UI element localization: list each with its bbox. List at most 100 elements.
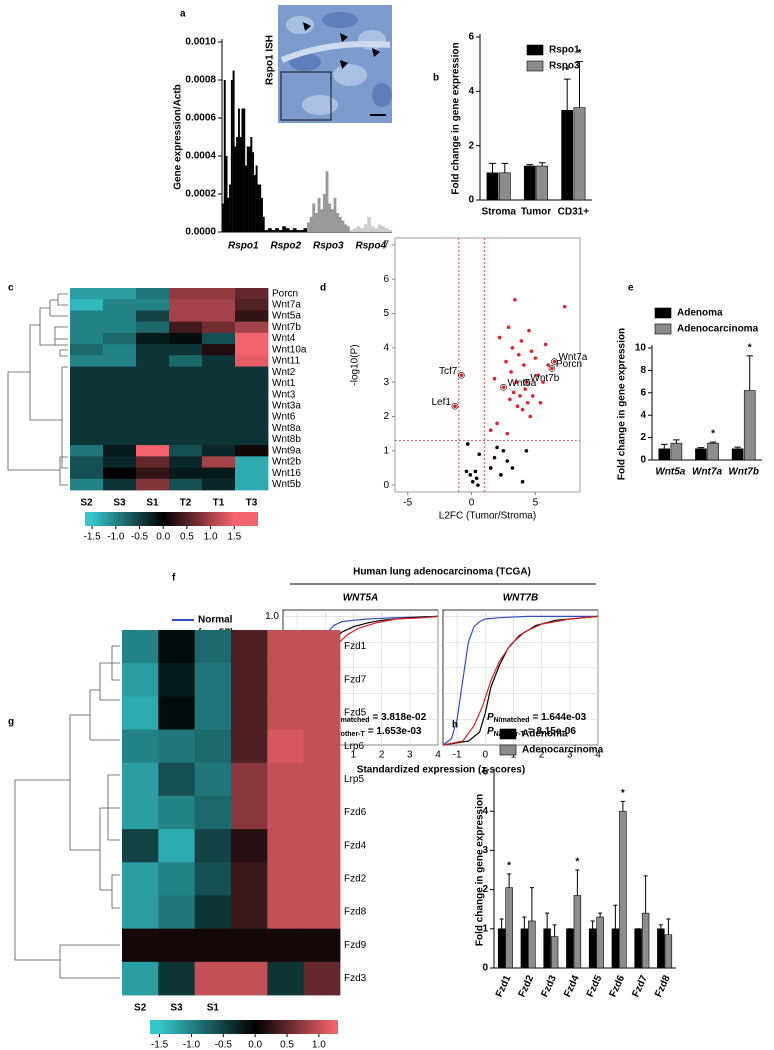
heatmap-cell bbox=[231, 663, 268, 697]
point bbox=[492, 455, 497, 460]
y-tick-label: 0 bbox=[383, 480, 389, 491]
heatmap-cell bbox=[70, 400, 104, 412]
heatmap-cell bbox=[235, 411, 269, 424]
panel-label: b bbox=[433, 73, 439, 84]
bar bbox=[536, 165, 549, 201]
heatmap-cell bbox=[70, 377, 104, 390]
bar bbox=[237, 108, 240, 232]
bar bbox=[588, 928, 597, 969]
colorbar bbox=[150, 1020, 338, 1034]
heatmap-cell bbox=[103, 456, 137, 468]
point bbox=[509, 370, 513, 374]
colorbar-tick-label: 0.0 bbox=[156, 532, 170, 543]
bar bbox=[367, 216, 371, 232]
y-tick-label: 0.0010 bbox=[185, 37, 216, 48]
point-label: Tcf7 bbox=[439, 366, 458, 377]
point bbox=[501, 449, 506, 453]
heatmap-cell bbox=[267, 729, 305, 764]
bar bbox=[658, 448, 671, 461]
bar bbox=[360, 228, 364, 232]
bar bbox=[333, 197, 337, 232]
panel-label: e bbox=[628, 283, 634, 294]
heatmap-cell bbox=[267, 630, 305, 664]
point bbox=[522, 363, 526, 367]
x-tick-label: 0 bbox=[469, 498, 475, 509]
heatmap-cell bbox=[70, 321, 104, 334]
bar bbox=[232, 70, 235, 232]
heatmap-cell bbox=[194, 961, 232, 996]
row-label: Wnt2 bbox=[272, 367, 296, 378]
heatmap-cell bbox=[169, 332, 203, 345]
y-axis-label: Fold change in gene expression bbox=[451, 42, 462, 194]
stat-subscript: N/matched bbox=[334, 717, 370, 724]
legend-label: Normal bbox=[198, 615, 233, 626]
point bbox=[536, 373, 540, 378]
x-tick-label: 5 bbox=[533, 498, 539, 509]
bar bbox=[561, 110, 574, 201]
point bbox=[524, 380, 529, 384]
heatmap-cell bbox=[158, 862, 196, 896]
row-label: Fzd2 bbox=[344, 874, 367, 885]
y-tick-label: 2 bbox=[383, 411, 389, 422]
heatmap-cell bbox=[231, 895, 268, 930]
heatmap-cell bbox=[231, 696, 268, 730]
heatmap-cell bbox=[235, 321, 269, 334]
y-tick-label: 10 bbox=[635, 343, 647, 354]
bar bbox=[307, 222, 310, 232]
heatmap-cell bbox=[235, 445, 269, 457]
row-label: Wnt10a bbox=[272, 344, 307, 355]
row-label: Wnt1 bbox=[272, 378, 296, 389]
heatmap-cell bbox=[202, 445, 236, 457]
bar bbox=[296, 230, 301, 232]
point bbox=[505, 431, 510, 436]
heatmap-cell bbox=[122, 862, 159, 896]
category-label: Tumor bbox=[521, 207, 551, 218]
point bbox=[541, 380, 545, 384]
error-bar bbox=[620, 800, 625, 812]
heatmap-cell bbox=[235, 310, 269, 323]
y-tick-label: 0.0004 bbox=[185, 151, 216, 162]
heatmap-cell bbox=[235, 288, 269, 300]
legend-label: Adenoma bbox=[677, 308, 723, 319]
stat-text: = 8.15e-06 bbox=[528, 726, 577, 737]
bar bbox=[338, 216, 342, 232]
point bbox=[528, 414, 533, 419]
point bbox=[476, 483, 480, 487]
column-label: S1 bbox=[207, 1003, 220, 1014]
bar bbox=[497, 928, 506, 969]
heatmap-cell bbox=[158, 795, 196, 830]
bar bbox=[225, 156, 228, 232]
bar bbox=[278, 230, 283, 232]
heatmap-cell bbox=[303, 762, 341, 797]
heatmap-cell bbox=[267, 696, 305, 730]
heatmap-cell bbox=[136, 467, 170, 480]
plot-frame bbox=[394, 237, 581, 493]
row-label: Wnt8b bbox=[272, 434, 301, 445]
point-label: Wnt7a bbox=[558, 352, 587, 363]
row-label: Lrp6 bbox=[344, 741, 364, 752]
error-bar bbox=[643, 875, 648, 914]
heatmap-cell bbox=[202, 288, 236, 300]
colorbar-tick-label: 0.5 bbox=[180, 532, 194, 543]
panel-label: g bbox=[8, 717, 14, 728]
heatmap-cell bbox=[103, 467, 137, 480]
heatmap-cell bbox=[103, 400, 137, 412]
bar bbox=[312, 203, 316, 232]
y-axis-label: Fold change in gene expression bbox=[475, 794, 486, 946]
legend-swatch bbox=[654, 307, 672, 319]
point bbox=[518, 394, 522, 398]
heatmap-cell bbox=[169, 456, 203, 468]
point bbox=[529, 349, 534, 354]
error-bar bbox=[746, 355, 754, 391]
error-bar bbox=[598, 912, 603, 918]
heatmap-cell bbox=[136, 400, 170, 412]
column-label: T3 bbox=[246, 498, 258, 509]
point bbox=[468, 473, 473, 477]
category-label: CD31+ bbox=[558, 207, 590, 218]
bar bbox=[330, 209, 334, 232]
point bbox=[477, 452, 482, 457]
legend-label: Rspo3 bbox=[549, 61, 580, 72]
significance: * bbox=[748, 342, 752, 353]
colorbar bbox=[85, 512, 258, 526]
colorbar-tick-label: -1.0 bbox=[183, 1040, 201, 1050]
